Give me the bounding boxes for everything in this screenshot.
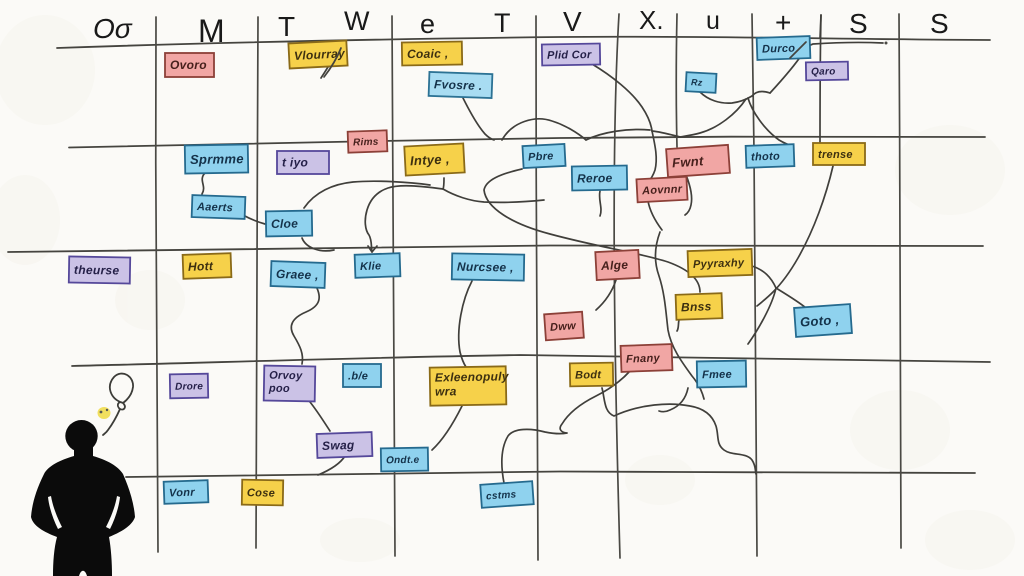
- svg-text:Ovoro: Ovoro: [170, 58, 207, 72]
- svg-text:Aovnnr: Aovnnr: [641, 183, 683, 197]
- svg-text:Swag: Swag: [322, 438, 355, 453]
- svg-text:Fvosre .: Fvosre .: [434, 77, 483, 93]
- svg-text:Qaro: Qaro: [811, 66, 836, 77]
- svg-text:Graee ,: Graee ,: [276, 267, 319, 282]
- svg-text:cstms: cstms: [486, 489, 517, 502]
- svg-text:V: V: [563, 6, 582, 37]
- svg-text:Oσ: Oσ: [93, 13, 133, 44]
- svg-text:T: T: [278, 11, 295, 42]
- svg-text:Cose: Cose: [247, 487, 275, 499]
- svg-text:Orvoy: Orvoy: [269, 370, 303, 383]
- svg-text:Exleenopuly: Exleenopuly: [435, 369, 510, 384]
- svg-text:wra: wra: [435, 384, 457, 398]
- svg-text:thoto: thoto: [751, 150, 780, 163]
- svg-text:Sprmme: Sprmme: [190, 151, 244, 167]
- svg-text:Goto ,: Goto ,: [800, 312, 840, 330]
- svg-text:Rims: Rims: [353, 137, 379, 149]
- svg-text:Coaic ,: Coaic ,: [407, 46, 449, 61]
- svg-text:Reroe: Reroe: [577, 171, 613, 186]
- svg-text:Fnany: Fnany: [626, 352, 661, 365]
- svg-text:poo: poo: [268, 383, 290, 395]
- svg-text:Fmee: Fmee: [702, 369, 732, 382]
- svg-text:Hott: Hott: [188, 259, 214, 274]
- svg-text:trense: trense: [818, 149, 853, 161]
- svg-text:+: +: [775, 7, 791, 38]
- svg-text:Bnss: Bnss: [681, 299, 712, 314]
- svg-text:T: T: [494, 8, 511, 38]
- svg-text:Ondt.e: Ondt.e: [386, 455, 420, 467]
- svg-text:Drore: Drore: [175, 381, 204, 392]
- svg-text:Vlourray: Vlourray: [294, 46, 347, 63]
- svg-text:X.: X.: [639, 5, 664, 35]
- svg-text:Cloe: Cloe: [271, 217, 298, 231]
- svg-text:theurse: theurse: [74, 263, 120, 278]
- svg-text:S: S: [849, 8, 868, 39]
- svg-text:W: W: [344, 6, 370, 36]
- svg-text:t iyo: t iyo: [282, 156, 308, 170]
- svg-text:S: S: [930, 8, 949, 39]
- svg-text:Dww: Dww: [550, 320, 578, 334]
- svg-text:Pbre: Pbre: [528, 150, 554, 163]
- svg-text:M: M: [198, 13, 225, 49]
- svg-text:Fwnt: Fwnt: [672, 153, 705, 170]
- svg-text:u: u: [706, 7, 720, 35]
- svg-text:Intye ,: Intye ,: [410, 151, 450, 168]
- svg-text:Klie: Klie: [360, 260, 382, 273]
- svg-text:Plid Cor: Plid Cor: [547, 49, 592, 62]
- svg-text:Aaerts: Aaerts: [196, 201, 233, 214]
- svg-text:.b/e: .b/e: [348, 370, 368, 382]
- svg-text:Alge: Alge: [600, 258, 629, 273]
- svg-text:Nurcsee ,: Nurcsee ,: [457, 260, 514, 275]
- svg-text:Durco: Durco: [762, 42, 796, 55]
- svg-text:Vonr: Vonr: [169, 487, 196, 500]
- svg-text:Bodt: Bodt: [575, 369, 602, 381]
- svg-text:Pyyraxhy: Pyyraxhy: [693, 257, 745, 271]
- svg-text:Rz: Rz: [691, 77, 703, 88]
- svg-text:e: e: [420, 9, 435, 39]
